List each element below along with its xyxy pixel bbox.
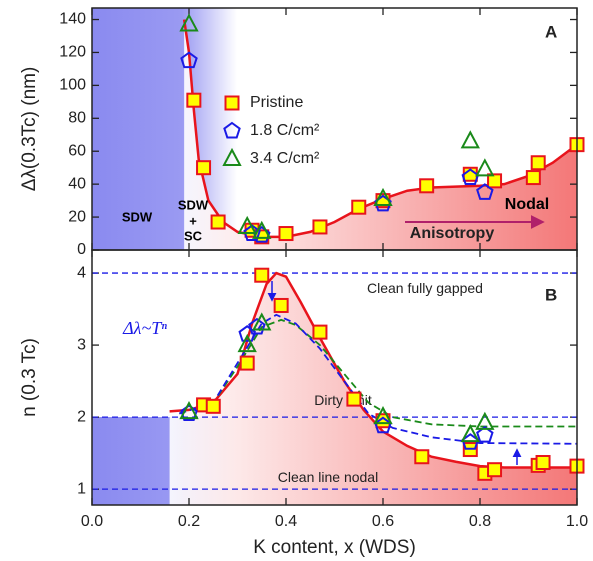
reference-label: Clean fully gapped [367, 280, 483, 296]
y-tick-label: 120 [59, 44, 86, 61]
data-point [525, 170, 541, 186]
data-point [476, 425, 494, 443]
data-point [460, 424, 480, 443]
legend-label: Pristine [250, 94, 303, 111]
x-tick-label: 1.0 [566, 513, 588, 530]
y-tick-label: 4 [77, 264, 86, 281]
y-tick-label: 60 [68, 142, 86, 159]
data-point [179, 400, 199, 420]
data-point [237, 215, 257, 234]
annotation: SC [184, 228, 203, 243]
y-tick-label: 0 [77, 241, 86, 258]
reference-label: Dirty limit [314, 392, 372, 408]
plot-frame [91, 249, 578, 506]
data-point [460, 130, 480, 149]
y-axis-title: n (0.3 Tc) [19, 338, 40, 417]
x-tick-label: 0.0 [81, 513, 103, 530]
data-point [248, 317, 266, 335]
data-point [414, 449, 430, 465]
data-point [475, 158, 495, 177]
data-point [419, 178, 435, 194]
x-tick-label: 0.8 [469, 513, 491, 530]
data-point [254, 267, 270, 283]
y-tick-label: 2 [77, 408, 86, 425]
data-point [373, 187, 393, 206]
data-point [237, 333, 257, 353]
data-point [205, 398, 221, 414]
data-point [180, 404, 198, 421]
legend-marker [223, 121, 241, 139]
y-tick-label: 80 [68, 110, 86, 127]
data-point [475, 411, 495, 430]
panel-label: B [545, 285, 557, 304]
data-point [273, 297, 289, 313]
data-point [312, 324, 328, 340]
x-tick-label: 0.6 [372, 513, 394, 530]
annotation: + [189, 213, 197, 228]
data-point [487, 173, 503, 189]
reference-label: Clean line nodal [278, 469, 378, 485]
panel-label: A [545, 22, 557, 41]
y-tick-label: 140 [59, 11, 86, 28]
data-point [179, 13, 199, 32]
x-tick-label: 0.4 [275, 513, 297, 530]
x-axis-title: K content, x (WDS) [253, 537, 416, 558]
y-tick-label: 20 [68, 208, 86, 225]
data-point [278, 226, 294, 242]
fit-area [169, 273, 577, 505]
fit-line [179, 313, 578, 445]
annotation: SDW [122, 209, 153, 224]
legend-label: 1.8 C/cm² [250, 122, 320, 139]
data-point [346, 391, 362, 407]
data-point [239, 355, 255, 371]
legend-marker [224, 95, 240, 111]
data-point [487, 462, 503, 478]
legend-marker [222, 147, 242, 166]
y-tick-label: 1 [77, 480, 86, 497]
data-point [238, 325, 256, 342]
y-tick-label: 3 [77, 336, 86, 353]
data-point [312, 219, 328, 235]
x-tick-label: 0.2 [178, 513, 200, 530]
data-point [530, 155, 546, 171]
data-point [373, 405, 393, 425]
fit-area [184, 19, 577, 251]
data-point [210, 214, 226, 230]
legend-label: 3.4 C/cm² [250, 150, 320, 167]
y-axis-title: Δλ(0.3Tc) (nm) [19, 67, 40, 192]
data-point [351, 199, 367, 215]
y-tick-label: 100 [59, 77, 86, 94]
annotation: Anisotropy [410, 225, 495, 242]
annotation: Δλ~Tⁿ [122, 318, 167, 338]
annotation: SDW [178, 197, 209, 212]
data-point [252, 220, 272, 239]
data-point [252, 312, 272, 331]
fit-line [179, 318, 577, 428]
data-point [535, 455, 551, 470]
data-point [196, 160, 212, 176]
data-point [186, 92, 202, 108]
data-point [476, 183, 494, 200]
y-tick-label: 40 [68, 175, 86, 192]
data-point [180, 51, 198, 69]
annotation: Nodal [505, 196, 549, 213]
